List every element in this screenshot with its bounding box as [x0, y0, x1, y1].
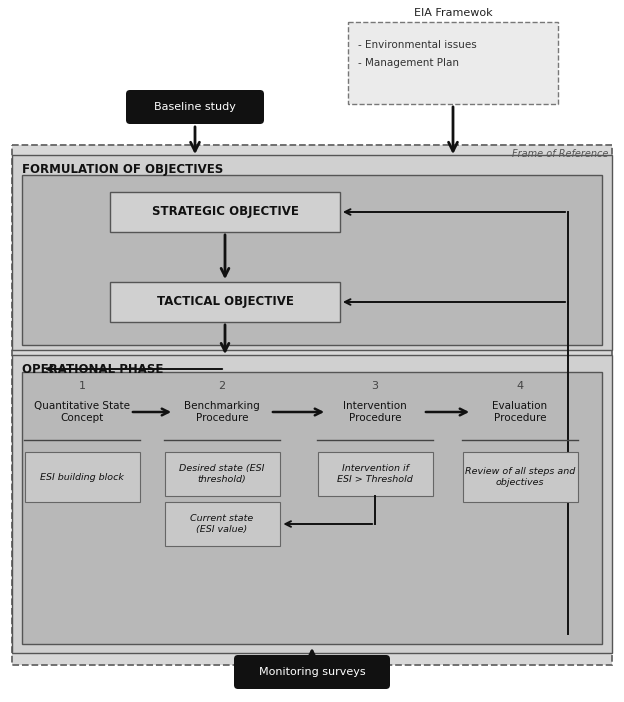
Bar [12, 145, 612, 665]
Text: Monitoring surveys: Monitoring surveys [259, 667, 365, 677]
Text: FORMULATION OF OBJECTIVES: FORMULATION OF OBJECTIVES [22, 163, 223, 176]
Text: - Management Plan: - Management Plan [358, 58, 459, 68]
Text: Intervention
Procedure: Intervention Procedure [343, 402, 407, 423]
Text: Desired state (ESI
threshold): Desired state (ESI threshold) [179, 464, 265, 484]
Text: STRATEGIC OBJECTIVE: STRATEGIC OBJECTIVE [152, 206, 298, 218]
Text: TACTICAL OBJECTIVE: TACTICAL OBJECTIVE [157, 296, 293, 308]
Text: EIA Framewok: EIA Framewok [414, 8, 492, 18]
Bar [12, 355, 612, 653]
Bar [462, 452, 577, 502]
Bar [348, 22, 558, 104]
FancyBboxPatch shape [234, 655, 390, 689]
Text: Baseline study: Baseline study [154, 102, 236, 112]
Bar [12, 155, 612, 350]
Bar [110, 282, 340, 322]
Text: Intervention if
ESI > Threshold: Intervention if ESI > Threshold [337, 464, 413, 484]
Text: ESI building block: ESI building block [40, 472, 124, 482]
Text: 4: 4 [517, 381, 524, 391]
Bar [110, 192, 340, 232]
Bar [165, 502, 280, 546]
Text: Quantitative State
Concept: Quantitative State Concept [34, 402, 130, 423]
Text: Benchmarking
Procedure: Benchmarking Procedure [184, 402, 260, 423]
Text: Current state
(ESI value): Current state (ESI value) [190, 515, 253, 534]
Text: OPERATIONAL PHASE: OPERATIONAL PHASE [22, 363, 163, 376]
Text: - Environmental issues: - Environmental issues [358, 40, 477, 50]
Text: 2: 2 [218, 381, 225, 391]
FancyBboxPatch shape [126, 90, 264, 124]
Text: Evaluation
Procedure: Evaluation Procedure [492, 402, 548, 423]
Bar [24, 452, 140, 502]
Bar [22, 175, 602, 345]
Text: Review of all steps and
objectives: Review of all steps and objectives [465, 468, 575, 486]
Bar [165, 452, 280, 496]
Text: Frame of Reference: Frame of Reference [512, 149, 608, 159]
Bar [22, 372, 602, 644]
Text: 1: 1 [79, 381, 85, 391]
Text: 3: 3 [371, 381, 379, 391]
Bar [318, 452, 432, 496]
